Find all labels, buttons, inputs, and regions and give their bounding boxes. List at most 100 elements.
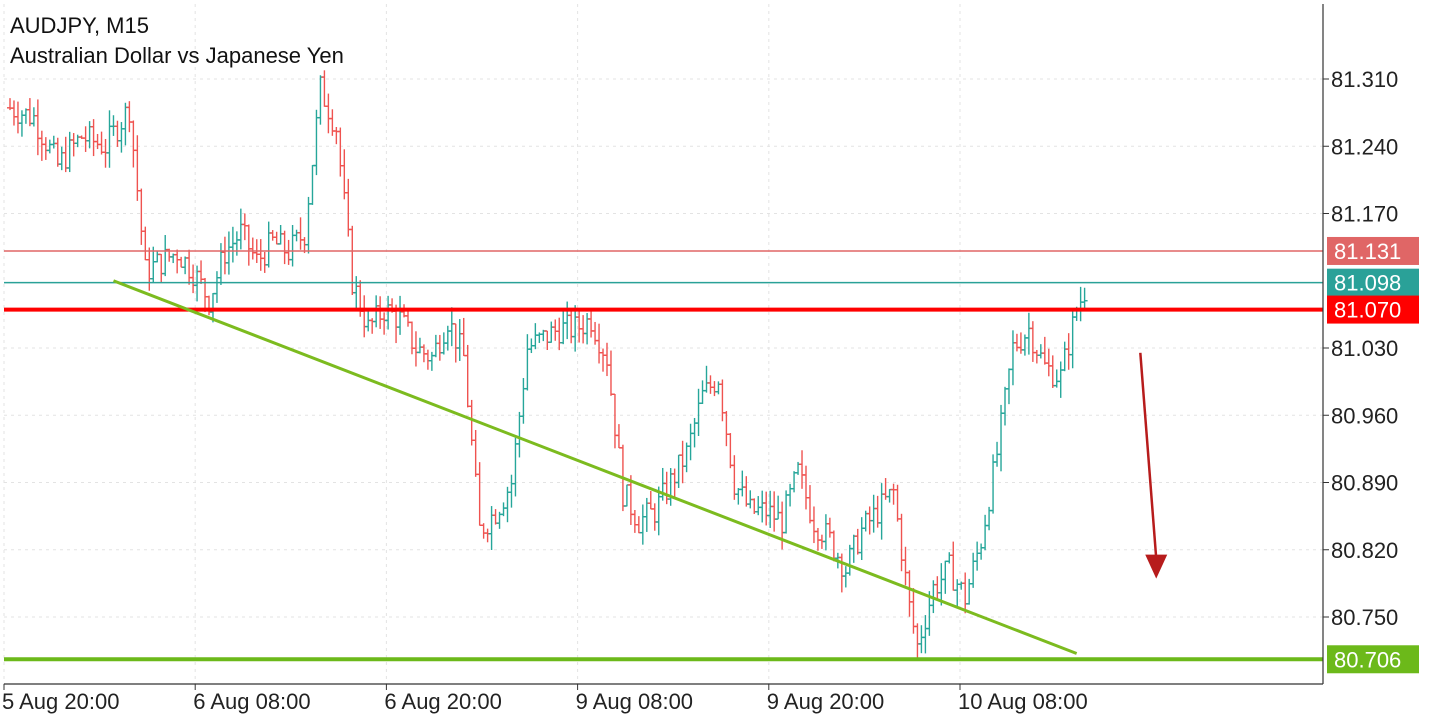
ohlc-bar bbox=[229, 226, 236, 263]
ohlc-bar bbox=[711, 381, 718, 397]
ohlc-bar bbox=[245, 224, 252, 266]
x-tick-label: 9 Aug 08:00 bbox=[576, 689, 693, 714]
ohlc-bar bbox=[635, 516, 642, 534]
ohlc-bar bbox=[150, 246, 157, 283]
ohlc-bar bbox=[779, 501, 786, 550]
ohlc-bar bbox=[138, 188, 145, 245]
ohlc-bar bbox=[261, 251, 268, 273]
support-price-tag-label: 80.706 bbox=[1334, 647, 1401, 672]
ohlc-bar bbox=[858, 517, 865, 561]
bid-price-tag bbox=[1327, 268, 1419, 297]
ohlc-bar bbox=[671, 468, 678, 499]
ohlc-bar bbox=[1033, 350, 1040, 364]
ohlc-bar bbox=[1053, 369, 1060, 388]
ohlc-bar bbox=[405, 309, 411, 327]
chart-axes: 5 Aug 20:00 6 Aug 08:00 6 Aug 20:00 9 Aug 0… bbox=[2, 4, 1398, 714]
ohlc-bar bbox=[588, 311, 595, 338]
ohlc-bar bbox=[158, 253, 165, 283]
ohlc-bar bbox=[198, 260, 205, 284]
ohlc-bar bbox=[472, 430, 479, 477]
ohlc-bar bbox=[759, 490, 766, 523]
ohlc-bar bbox=[98, 131, 105, 155]
ohlc-bar bbox=[221, 236, 228, 275]
ohlc-bar bbox=[918, 625, 925, 654]
ohlc-bar bbox=[66, 131, 73, 173]
ohlc-bar bbox=[464, 344, 471, 408]
ohlc-bar bbox=[428, 351, 435, 371]
ohlc-bar bbox=[237, 208, 244, 250]
ohlc-bar bbox=[349, 225, 356, 295]
ohlc-bar bbox=[353, 276, 360, 310]
ohlc-bar bbox=[978, 543, 985, 560]
ohlc-bar bbox=[162, 235, 169, 277]
ohlc-bar bbox=[178, 256, 185, 268]
ohlc-bar bbox=[1069, 310, 1076, 369]
ohlc-bar bbox=[962, 572, 969, 614]
ohlc-bar bbox=[639, 504, 646, 545]
x-tick-label: 6 Aug 20:00 bbox=[384, 689, 501, 714]
ohlc-bar bbox=[297, 217, 304, 250]
ohlc-bar bbox=[329, 109, 336, 136]
ohlc-bar bbox=[1005, 368, 1012, 405]
ohlc-bar bbox=[946, 552, 953, 564]
ohlc-bar bbox=[679, 440, 686, 484]
ohlc-bar bbox=[381, 312, 388, 335]
ohlc-bar bbox=[767, 490, 774, 528]
ohlc-bar bbox=[1065, 333, 1072, 370]
ohlc-bar bbox=[412, 331, 419, 367]
ohlc-bar bbox=[568, 310, 575, 344]
ohlc-bar bbox=[42, 137, 49, 160]
ohlc-bar bbox=[317, 75, 324, 125]
ohlc-bar bbox=[906, 570, 913, 617]
ohlc-bar bbox=[341, 149, 348, 200]
ohlc-bar bbox=[520, 378, 527, 424]
ohlc-bar bbox=[30, 107, 37, 127]
ohlc-bar bbox=[647, 490, 654, 510]
ohlc-bar bbox=[727, 433, 734, 469]
ohlc-bar bbox=[799, 450, 806, 489]
ohlc-bar bbox=[249, 237, 256, 260]
ohlc-bar bbox=[114, 120, 121, 147]
ohlc-bar bbox=[217, 243, 224, 285]
ohlc-bar bbox=[982, 514, 989, 551]
ohlc-bar bbox=[416, 337, 423, 354]
ohlc-bar bbox=[34, 99, 41, 156]
forecast-arrow-head bbox=[1145, 554, 1168, 579]
ohlc-bar bbox=[281, 230, 288, 265]
ohlc-bar bbox=[1013, 333, 1020, 352]
ohlc-bar bbox=[269, 230, 276, 241]
ohlc-bar bbox=[615, 424, 622, 449]
ohlc-bar bbox=[596, 323, 603, 364]
ohlc-bar bbox=[524, 334, 531, 391]
ohlc-bar bbox=[82, 126, 89, 152]
ohlc-bar bbox=[62, 136, 69, 173]
ohlc-bar bbox=[854, 528, 861, 555]
support-price-tag bbox=[1327, 645, 1419, 674]
ohlc-bar bbox=[142, 226, 149, 261]
ohlc-bar bbox=[26, 98, 33, 127]
ohlc-bar bbox=[285, 239, 292, 265]
ohlc-bar bbox=[631, 510, 638, 533]
ohlc-bar bbox=[950, 541, 957, 591]
ohlc-bar bbox=[1077, 286, 1084, 322]
ohlc-bar bbox=[257, 239, 264, 271]
ohlc-bar bbox=[305, 196, 312, 254]
ohlc-bar bbox=[480, 523, 487, 539]
resistance-price-tag-label: 81.070 bbox=[1334, 298, 1401, 323]
y-tick-label: 81.240 bbox=[1331, 134, 1398, 159]
ohlc-bar bbox=[512, 437, 519, 497]
ohlc-bar bbox=[922, 615, 929, 654]
ohlc-bar bbox=[345, 178, 352, 237]
ohlc-bar bbox=[468, 399, 475, 446]
ohlc-bar bbox=[86, 121, 93, 149]
ohlc-bar bbox=[552, 319, 559, 341]
ohlc-bar bbox=[584, 313, 591, 345]
ohlc-bar bbox=[850, 534, 857, 563]
ohlc-bar bbox=[755, 496, 762, 516]
ohlc-bar bbox=[564, 301, 571, 340]
ohlc-bar bbox=[1061, 341, 1068, 372]
ohlc-bar bbox=[544, 330, 551, 351]
ohlc-bar bbox=[432, 334, 439, 358]
